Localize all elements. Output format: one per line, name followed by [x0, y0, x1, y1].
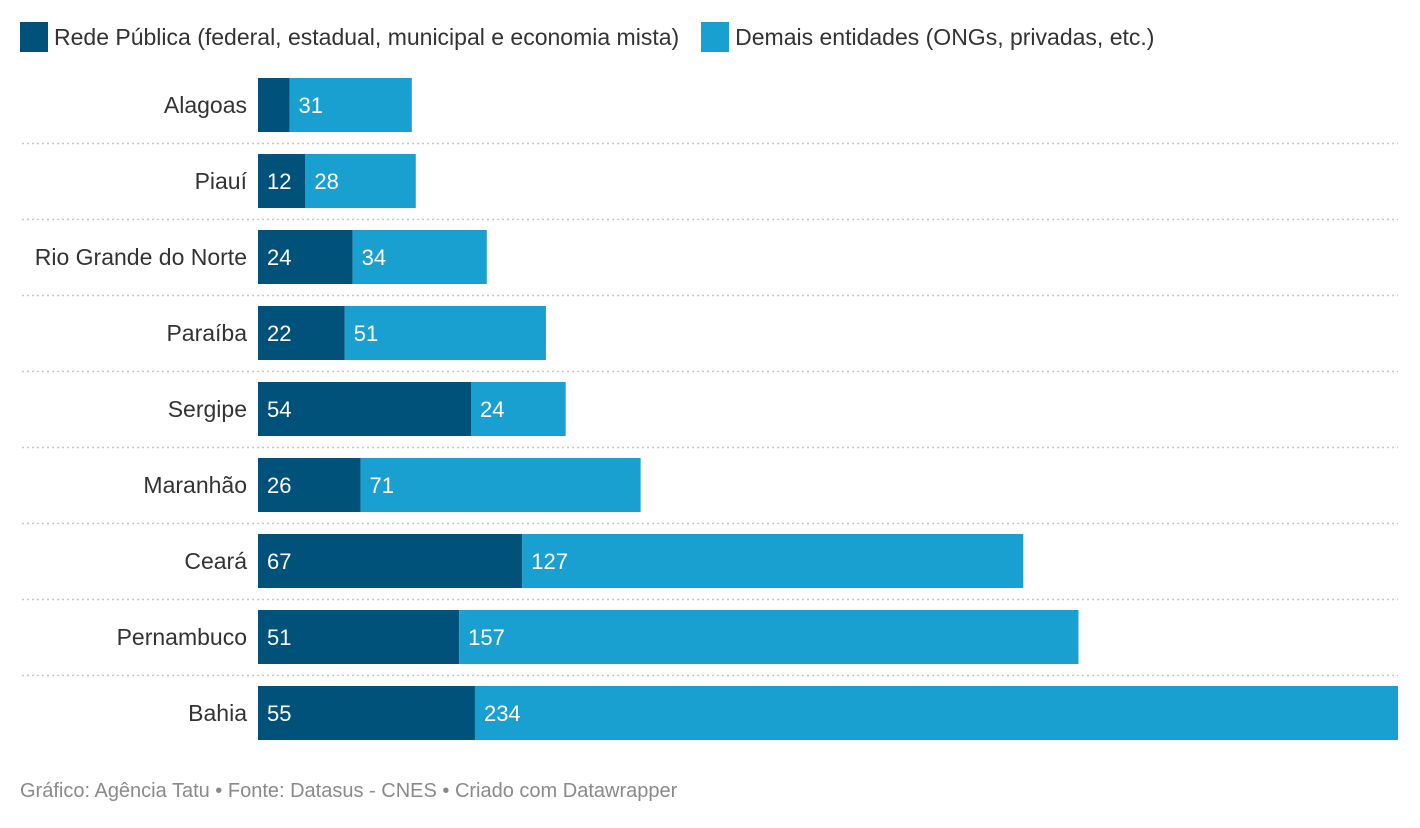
bar-segment-public [258, 458, 361, 512]
legend-label-public: Rede Pública (federal, estadual, municip… [54, 23, 680, 50]
bar-segment-other [352, 230, 487, 284]
bar-segment-other [474, 686, 1398, 740]
category-label: Piauí [195, 168, 248, 194]
bar-segment-public [258, 154, 306, 208]
bar-value-label-other: 127 [531, 549, 568, 574]
bar-segment-other [471, 382, 566, 436]
bar-value-label-other: 51 [354, 321, 378, 346]
bar-segment-other [305, 154, 416, 208]
bar-value-label-other: 28 [314, 169, 338, 194]
bar-value-label-public: 22 [267, 321, 291, 346]
bar-value-label-other: 31 [299, 93, 323, 118]
bar-segment-public [258, 230, 353, 284]
category-label: Ceará [184, 548, 247, 574]
bar-value-label-public: 51 [267, 625, 291, 650]
category-label: Bahia [188, 700, 247, 726]
bar-segment-other [522, 534, 1024, 588]
legend-label-other: Demais entidades (ONGs, privadas, etc.) [735, 23, 1155, 50]
category-label: Pernambuco [117, 624, 247, 650]
bar-segment-public [258, 534, 523, 588]
bar-segment-public [258, 686, 475, 740]
bar-segment-public [258, 78, 290, 132]
bar-value-label-public: 26 [267, 473, 291, 498]
legend-item-public: Rede Pública (federal, estadual, municip… [20, 22, 679, 52]
category-label: Alagoas [164, 92, 247, 118]
bar-value-label-other: 234 [484, 701, 521, 726]
legend-swatch-public [20, 22, 48, 52]
bar-value-label-other: 71 [370, 473, 394, 498]
bar-value-label-public: 55 [267, 701, 291, 726]
bar-value-label-public: 67 [267, 549, 291, 574]
bar-value-label-other: 157 [468, 625, 505, 650]
bar-value-label-other: 34 [362, 245, 386, 270]
chart-legend: Rede Pública (federal, estadual, municip… [20, 20, 1176, 54]
bar-value-label-public: 12 [267, 169, 291, 194]
category-label: Sergipe [168, 396, 247, 422]
bar-segment-public [258, 382, 472, 436]
bar-value-label-public: 54 [267, 397, 291, 422]
legend-swatch-other [701, 22, 730, 52]
bar-segment-other [344, 306, 546, 360]
bar-value-label-other: 24 [480, 397, 504, 422]
category-label: Rio Grande do Norte [35, 244, 247, 270]
bar-segment-public [258, 610, 460, 664]
bar-segment-other [289, 78, 412, 132]
stacked-bar-chart: Alagoas 31 Piauí 12 28 Rio Grande do Norte 24 3… [22, 78, 1398, 740]
legend-item-other: Demais entidades (ONGs, privadas, etc.) [701, 22, 1154, 52]
bar-value-label-public: 24 [267, 245, 291, 270]
bar-segment-other [459, 610, 1079, 664]
category-label: Maranhão [143, 472, 247, 498]
category-label: Paraíba [166, 320, 247, 346]
bar-segment-other [360, 458, 641, 512]
bar-segment-public [258, 306, 345, 360]
chart-footer: Gráfico: Agência Tatu • Fonte: Datasus -… [20, 780, 678, 802]
